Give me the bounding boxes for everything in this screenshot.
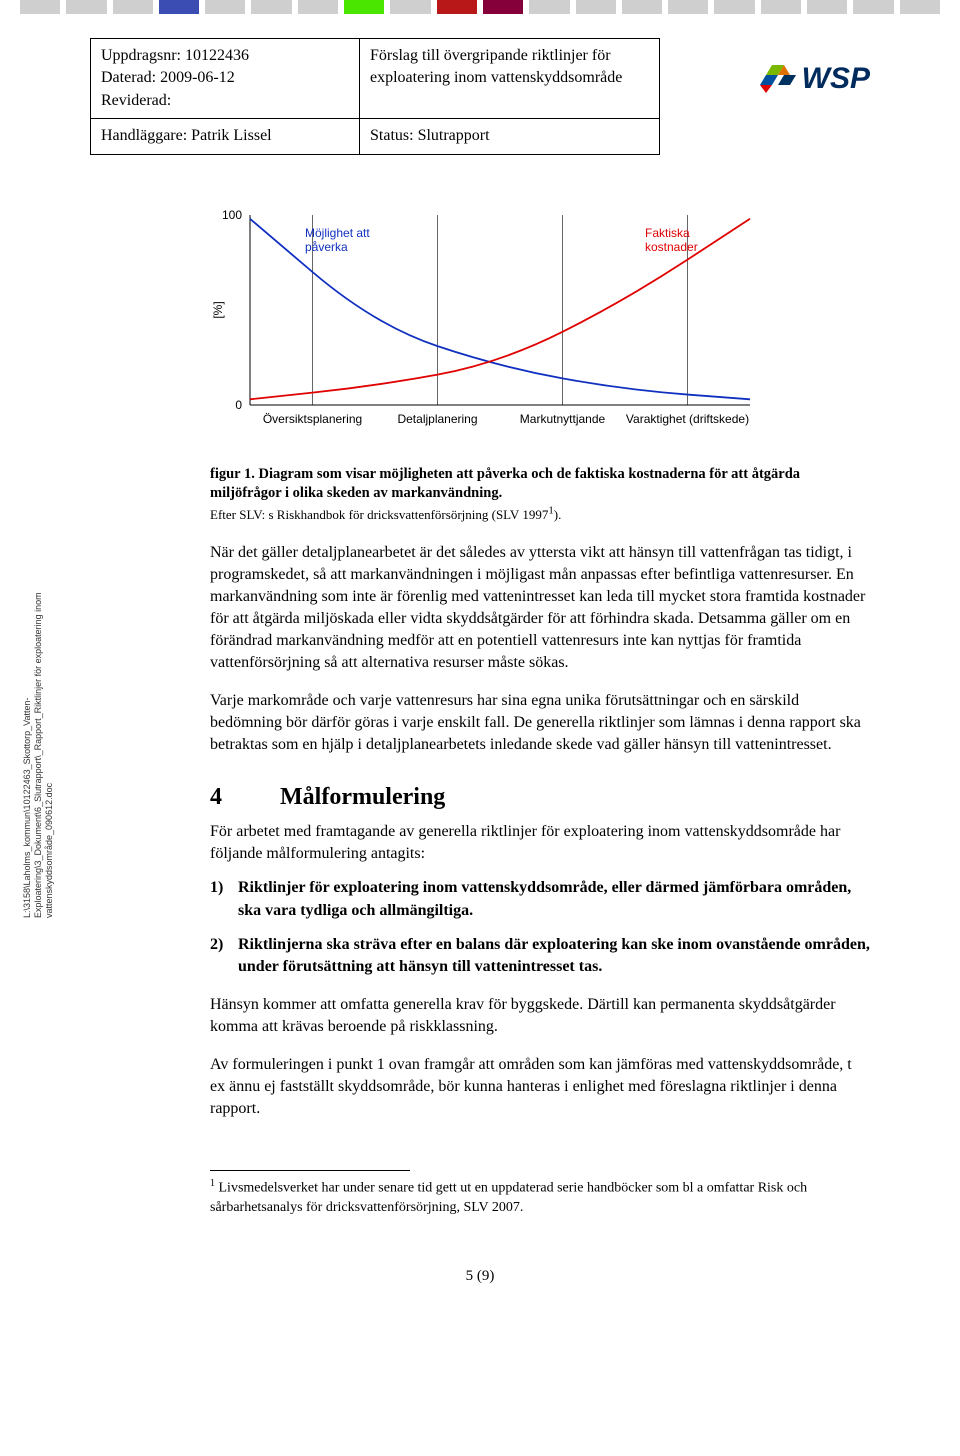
uppdragsnr: Uppdragsnr: 10122436 (101, 45, 349, 67)
section-4-title: Målformulering (280, 784, 445, 810)
goal-item-2: 2)Riktlinjerna ska sträva efter en balan… (210, 934, 870, 978)
page-container: Uppdragsnr: 10122436 Daterad: 2009-06-12… (0, 18, 960, 1325)
svg-text:Möjlighet att: Möjlighet att (305, 226, 370, 240)
footnote-1: 1 Livsmedelsverket har under senare tid … (210, 1177, 870, 1217)
wsp-logo: WSP (760, 62, 870, 96)
svg-text:påverka: påverka (305, 240, 348, 254)
header-mid-box: Förslag till övergripande riktlinjer för… (360, 38, 660, 119)
forslag-line1: Förslag till övergripande riktlinjer för (370, 45, 649, 67)
daterad: Daterad: 2009-06-12 (101, 67, 349, 89)
paragraph-2: Varje markområde och varje vattenresurs … (210, 690, 870, 756)
goal-item-1: 1)Riktlinjer för exploatering inom vatte… (210, 877, 870, 921)
logo-container: WSP (660, 38, 870, 119)
svg-text:Faktiska: Faktiska (645, 226, 690, 240)
status: Status: Slutrapport (360, 119, 660, 154)
svg-text:0: 0 (235, 398, 242, 412)
svg-text:Detaljplanering: Detaljplanering (397, 412, 477, 426)
svg-text:Markutnyttjande: Markutnyttjande (520, 412, 606, 426)
svg-text:[%]: [%] (211, 301, 225, 318)
section-4-p3: Hänsyn kommer att omfatta generella krav… (210, 994, 870, 1038)
paragraph-1: När det gäller detaljplanearbetet är det… (210, 542, 870, 674)
decorative-color-strip (0, 0, 960, 18)
chart-svg: Översiktsplanering Detaljplanering Markutn… (210, 205, 770, 455)
svg-text:Översiktsplanering: Översiktsplanering (263, 412, 362, 426)
header-row-1: Uppdragsnr: 10122436 Daterad: 2009-06-12… (90, 38, 870, 119)
figure-1-source: Efter SLV: s Riskhandbok för dricksvatte… (210, 507, 561, 522)
handlaggare: Handläggare: Patrik Lissel (90, 119, 360, 154)
header-row-2: Handläggare: Patrik Lissel Status: Slutr… (90, 119, 870, 154)
figure-1-caption-text: figur 1. Diagram som visar möjligheten a… (210, 466, 800, 502)
wsp-logo-icon (760, 65, 796, 93)
svg-text:100: 100 (222, 208, 242, 222)
reviderad: Reviderad: (101, 90, 349, 112)
figure-1-caption: figur 1. Diagram som visar möjligheten a… (210, 465, 870, 526)
page-number: 5 (9) (90, 1268, 870, 1285)
header-left-box: Uppdragsnr: 10122436 Daterad: 2009-06-12… (90, 38, 360, 119)
wsp-logo-text: WSP (802, 62, 870, 96)
section-4-heading: 4Målformulering (210, 784, 870, 811)
document-path-sidebar: L:\3158\Laholms_kommun\10122463_Skottorp… (22, 592, 54, 918)
section-4-p4: Av formuleringen i punkt 1 ovan framgår … (210, 1054, 870, 1120)
forslag-line2: exploatering inom vattenskyddsområde (370, 67, 649, 89)
section-4-intro: För arbetet med framtagande av generella… (210, 821, 870, 865)
svg-text:Varaktighet (driftskede): Varaktighet (driftskede) (626, 412, 749, 426)
section-4-number: 4 (210, 784, 280, 811)
footnote-rule (210, 1170, 410, 1171)
svg-text:kostnader: kostnader (645, 240, 698, 254)
figure-1-chart: Översiktsplanering Detaljplanering Markutn… (210, 205, 770, 455)
